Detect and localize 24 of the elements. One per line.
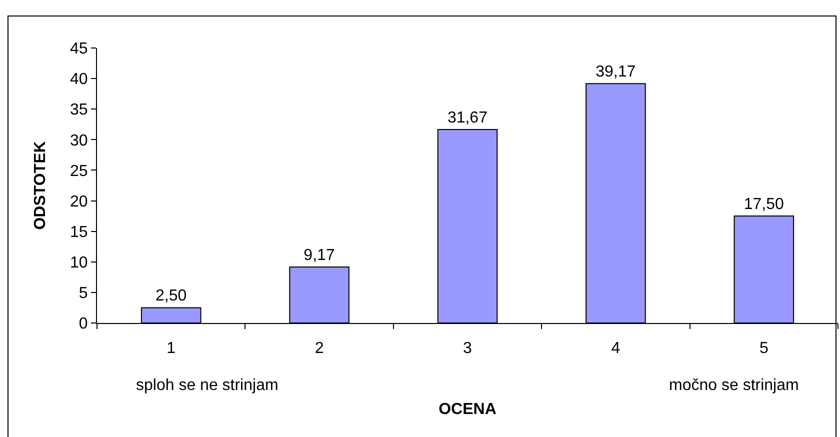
x-tick-label: 5 [759,340,768,358]
y-tick-label: 5 [78,285,88,302]
y-tick-label: 15 [70,224,88,241]
data-label: 17,50 [744,196,784,214]
y-tick-label: 25 [70,162,88,180]
x-tick-label: 4 [611,340,620,358]
y-tick-label: 45 [70,40,88,58]
y-tick-label: 30 [70,132,88,150]
y-axis-title: ODSTOTEK [32,140,49,230]
y-tick-label: 20 [70,193,88,210]
y-tick-label: 40 [70,71,88,88]
y-tick-label: 10 [70,254,88,272]
data-label: 9,17 [304,246,335,264]
y-tick-label: 35 [70,102,88,119]
x-tick-label: 1 [166,340,176,358]
data-label: 2,50 [155,288,187,305]
x-tick-label: 3 [463,340,472,358]
x-tick-label: 2 [314,340,324,358]
text: sploh se ne strinjam [136,377,278,394]
x-axis-title: OCENA [438,400,497,418]
text: močno se strinjam [669,377,799,394]
y-tick-label: 0 [78,316,88,333]
data-label: 31,67 [447,109,488,126]
data-label: 39,17 [596,64,636,81]
